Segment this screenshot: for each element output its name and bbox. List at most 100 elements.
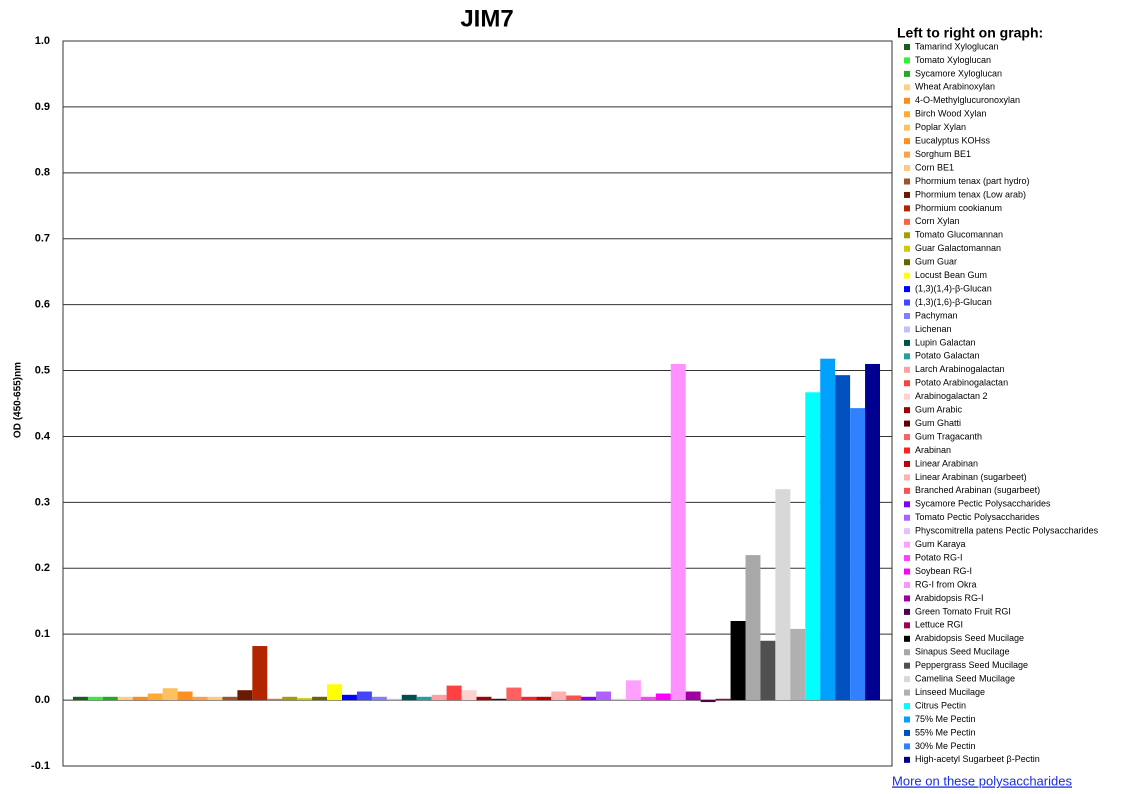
bar [446,685,462,701]
legend-swatch [904,286,910,293]
bar [147,693,163,701]
legend-label: Lichenan [915,324,952,334]
bar [162,688,178,701]
legend-swatch [904,662,910,669]
bar [327,684,342,701]
legend-swatch [904,608,910,615]
legend-label: Lettuce RGI [915,620,963,630]
legend-swatch [904,393,910,400]
legend-swatch [904,245,910,252]
y-tick-label: 0.5 [35,364,50,376]
y-tick-label: 0.7 [35,233,50,245]
legend-swatch [904,151,910,158]
legend-swatch [904,716,910,723]
legend-swatch [904,595,910,602]
legend-swatch [904,366,910,373]
legend-swatch [904,218,910,225]
bar [790,628,806,701]
legend-swatch [904,756,910,763]
legend-swatch [904,635,910,642]
legend-label: Peppergrass Seed Mucilage [915,660,1028,670]
legend-label: Gum Karaya [915,539,966,549]
bar [685,691,701,701]
bar [536,696,552,701]
link[interactable]: More on these polysaccharides [892,773,1072,788]
bar [102,696,118,701]
legend-swatch [904,474,910,481]
bar [252,646,268,701]
legend-label: 30% Me Pectin [915,741,976,751]
legend-swatch [904,541,910,548]
legend-swatch [904,299,910,306]
legend-label: Linseed Mucilage [915,687,985,697]
legend-label: Guar Galactomannan [915,243,1001,253]
legend-swatch [904,44,910,50]
legend-label: RG-I from Okra [915,579,977,589]
bar [491,698,507,701]
bar [267,698,283,701]
legend-swatch [904,191,910,198]
bar [700,700,716,703]
bar [371,696,387,701]
legend-swatch [904,57,910,64]
legend-label: Tomato Xyloglucan [915,55,991,65]
legend-label: Sorghum BE1 [915,149,971,159]
bar [431,694,447,701]
legend-swatch [904,487,910,494]
legend-swatch [904,649,910,656]
bar [655,693,671,701]
legend-label: Linear Arabinan [915,458,978,468]
legend-label: Linear Arabinan (sugarbeet) [915,472,1027,482]
bar [312,696,328,701]
legend-swatch [904,528,910,535]
bar [177,691,193,701]
bar [730,621,746,701]
legend-swatch [904,259,910,266]
legend-swatch [904,339,910,346]
bar [461,690,477,701]
legend-swatch [904,165,910,172]
legend-label: Corn BE1 [915,162,954,172]
bar [386,698,402,701]
bar [117,696,133,701]
legend-label: Lupin Galactan [915,337,976,347]
legend-label: Potato Galactan [915,351,980,361]
legend-label: Branched Arabinan (sugarbeet) [915,485,1040,495]
legend-swatch [904,407,910,414]
legend-swatch [904,420,910,427]
legend-swatch [904,743,910,750]
legend-swatch [904,501,910,508]
legend-label: 75% Me Pectin [915,714,976,724]
legend-swatch [904,97,910,104]
bar [73,696,88,701]
bar [820,358,836,701]
y-tick-label: -0.1 [31,760,50,772]
bar [297,698,313,701]
legend-label: Eucalyptus KOHss [915,136,991,146]
legend-label: Potato Arabinogalactan [915,378,1008,388]
legend-swatch [904,111,910,118]
legend-label: Pachyman [915,310,958,320]
legend-label: Gum Guar [915,257,957,267]
bar [611,698,626,701]
legend-label: (1,3)(1,6)-β-Glucan [915,297,992,307]
legend-label: Phormium tenax (part hydro) [915,176,1030,186]
chart-title: JIM7 [460,5,513,32]
legend-label: Phormium tenax (Low arab) [915,189,1026,199]
bar [850,408,866,701]
legend-swatch [904,380,910,387]
legend-swatch [904,84,910,91]
legend-label: Tomato Pectic Polysaccharides [915,512,1040,522]
bar [521,696,537,701]
legend-label: Arabidopsis RG-I [915,593,984,603]
legend-swatch [904,447,910,454]
bar [581,696,597,701]
bar [207,696,223,701]
legend-label: Sinapus Seed Mucilage [915,647,1010,657]
y-tick-label: 0.4 [35,430,51,442]
legend-label: Physcomitrella patens Pectic Polysacchar… [915,526,1099,536]
bar [865,363,880,701]
bar [745,555,761,701]
y-tick-label: 0.6 [35,299,50,311]
legend-label: Gum Arabic [915,405,963,415]
